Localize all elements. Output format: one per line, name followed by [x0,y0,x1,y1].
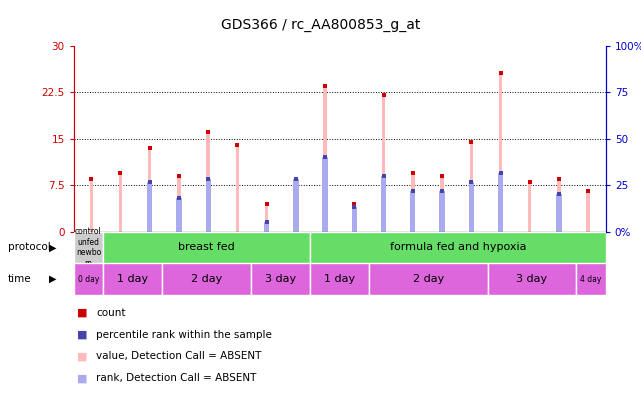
Text: 3 day: 3 day [516,274,547,284]
Bar [206,132,210,232]
Text: 2 day: 2 day [413,274,444,284]
Bar [411,173,415,232]
Bar [265,204,269,232]
Bar [206,179,211,232]
Bar [488,263,576,295]
Bar [381,176,387,232]
Bar [264,222,269,232]
Text: 4 day: 4 day [580,275,602,284]
Bar [499,74,503,232]
Bar [74,232,103,263]
Text: 0 day: 0 day [78,275,99,284]
Bar [498,173,503,232]
Text: ■: ■ [77,308,87,318]
Text: breast fed: breast fed [178,242,235,253]
Bar [528,182,531,232]
Bar [469,142,473,232]
Bar [369,263,488,295]
Text: count: count [96,308,126,318]
Bar [103,263,162,295]
Text: percentile rank within the sample: percentile rank within the sample [96,329,272,340]
Text: 2 day: 2 day [191,274,222,284]
Text: time: time [8,274,31,284]
Bar [162,263,251,295]
Bar [323,86,327,232]
Bar [176,198,181,232]
Bar [251,263,310,295]
Bar [294,179,297,232]
Bar [310,263,369,295]
Bar [557,179,561,232]
Bar [556,194,562,232]
Bar [440,176,444,232]
Text: 1 day: 1 day [324,274,355,284]
Text: 3 day: 3 day [265,274,296,284]
Bar [148,148,151,232]
Bar [119,173,122,232]
Bar [103,232,310,263]
Text: ■: ■ [77,351,87,362]
Bar [177,176,181,232]
Bar [469,182,474,232]
Bar [382,95,385,232]
Text: rank, Detection Call = ABSENT: rank, Detection Call = ABSENT [96,373,256,383]
Text: ■: ■ [77,329,87,340]
Bar [236,145,239,232]
Bar [587,191,590,232]
Text: value, Detection Call = ABSENT: value, Detection Call = ABSENT [96,351,262,362]
Bar [310,232,606,263]
Bar [293,179,299,232]
Text: protocol: protocol [8,242,51,253]
Text: ▶: ▶ [49,274,56,284]
Bar [90,179,93,232]
Text: control
unfed
newbo
rn: control unfed newbo rn [75,227,102,268]
Text: formula fed and hypoxia: formula fed and hypoxia [390,242,526,253]
Bar [322,157,328,232]
Bar [353,204,356,232]
Text: GDS366 / rc_AA800853_g_at: GDS366 / rc_AA800853_g_at [221,18,420,32]
Text: ▶: ▶ [49,242,56,253]
Bar [147,182,153,232]
Bar [410,191,415,232]
Bar [440,191,445,232]
Bar [576,263,606,295]
Bar [352,207,357,232]
Bar [74,263,103,295]
Text: ■: ■ [77,373,87,383]
Text: 1 day: 1 day [117,274,149,284]
